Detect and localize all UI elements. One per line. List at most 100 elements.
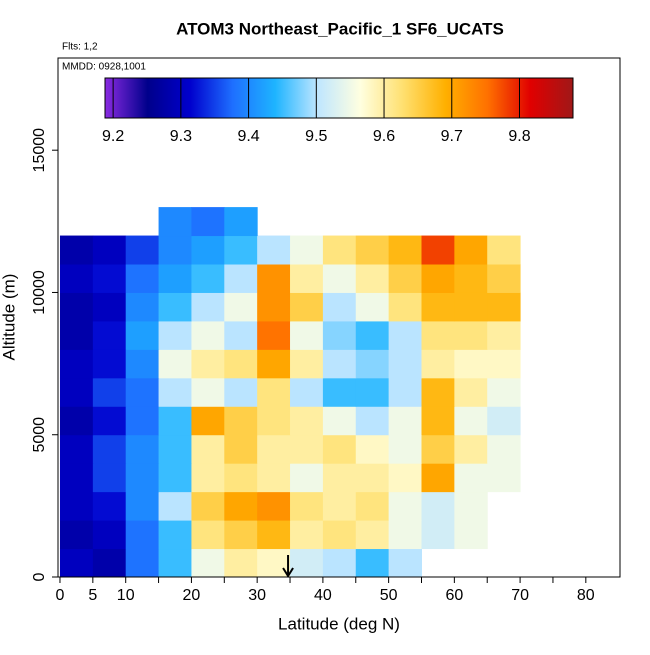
heatmap-cell [224, 264, 258, 293]
heatmap-cell [487, 235, 521, 265]
colorbar [104, 77, 574, 119]
heatmap-cell [421, 434, 455, 464]
heatmap-cell [224, 434, 258, 464]
heatmap-cell [322, 235, 357, 265]
heatmap-cell [125, 235, 160, 265]
heatmap-cell [92, 320, 127, 350]
heatmap-cell [224, 320, 258, 350]
heatmap-cell [92, 548, 127, 578]
heatmap-cell [224, 235, 258, 265]
heatmap-cell [290, 406, 324, 436]
heatmap-cell [454, 320, 488, 350]
heatmap-cell [454, 292, 488, 322]
heatmap-cell [158, 320, 192, 350]
heatmap-cell [191, 292, 225, 322]
heatmap-cell [158, 463, 192, 493]
heatmap-cell [59, 491, 94, 521]
heatmap-cell [92, 349, 127, 379]
heatmap-cell [59, 292, 94, 322]
colorbar-tick-label: 9.3 [170, 128, 192, 145]
heatmap-cell [421, 320, 455, 350]
heatmap-cell [125, 349, 160, 379]
heatmap-cell [388, 264, 422, 293]
heatmap-cell [257, 406, 291, 436]
heatmap-cell [487, 463, 521, 493]
heatmap-cell [125, 520, 160, 550]
heatmap-cell [355, 463, 390, 493]
heatmap-cell [421, 264, 455, 293]
heatmap-cell [322, 406, 357, 436]
x-tick-label: 80 [577, 587, 595, 604]
heatmap-cell [355, 377, 390, 407]
x-tick-label: 30 [248, 587, 266, 604]
heatmap-cell [158, 548, 192, 578]
heatmap-cell [224, 377, 258, 407]
heatmap-cell [158, 406, 192, 436]
heatmap-cell [322, 264, 357, 293]
heatmap-cell [421, 349, 455, 379]
heatmap-cell [125, 377, 160, 407]
heatmap-cell [59, 548, 94, 578]
heatmap-cell [454, 463, 488, 493]
heatmap-cell [158, 349, 192, 379]
heatmap-cell [125, 264, 160, 293]
heatmap-cell [92, 520, 127, 550]
heatmap-cell [388, 292, 422, 322]
heatmap-cell [322, 320, 357, 350]
heatmap-cell [355, 406, 390, 436]
heatmap-cell [487, 349, 521, 379]
heatmap-cell [191, 463, 225, 493]
heatmap-cell [125, 320, 160, 350]
heatmap-cell [59, 235, 94, 265]
heatmap-cell [125, 548, 160, 578]
heatmap-cell [454, 434, 488, 464]
plot-frame [57, 57, 621, 578]
heatmap-cell [388, 520, 422, 550]
heatmap-cell [257, 292, 291, 322]
heatmap-cell [158, 292, 192, 322]
heatmap-cell [257, 235, 291, 265]
heatmap-cell [158, 207, 192, 237]
heatmap-cell [257, 377, 291, 407]
heatmap-cell [158, 377, 192, 407]
heatmap-cell [257, 520, 291, 550]
heatmap-cell [191, 434, 225, 464]
heatmap-cell [191, 264, 225, 293]
x-tick-label: 10 [117, 587, 135, 604]
colorbar-tick-label: 9.4 [237, 128, 259, 145]
heatmap-cell [388, 349, 422, 379]
heatmap-cell [487, 406, 521, 436]
heatmap-cell [158, 491, 192, 521]
x-tick-label: 70 [511, 587, 529, 604]
x-tick-label: 5 [88, 587, 97, 604]
colorbar-tick-label: 9.8 [508, 128, 530, 145]
heatmap-cell [92, 235, 127, 265]
heatmap-cell [388, 377, 422, 407]
heatmap-cell [487, 377, 521, 407]
heatmap-cell [388, 320, 422, 350]
y-tick-label: 15000 [31, 128, 48, 173]
heatmap-cell [158, 264, 192, 293]
heatmap-cell [59, 434, 94, 464]
colorbar-tick-label: 9.5 [305, 128, 327, 145]
heatmap-cell [158, 434, 192, 464]
heatmap-cell [388, 434, 422, 464]
x-tick-label: 0 [56, 587, 65, 604]
heatmap-cell [355, 548, 390, 578]
heatmap-cell [224, 406, 258, 436]
heatmap-cell [388, 491, 422, 521]
colorbar-tick-label: 9.6 [373, 128, 395, 145]
heatmap-cell [92, 406, 127, 436]
heatmap-cell [290, 264, 324, 293]
heatmap-cell [322, 434, 357, 464]
heatmap-cell [92, 434, 127, 464]
heatmap-cell [487, 264, 521, 293]
heatmap-cell [191, 377, 225, 407]
heatmap-cell [290, 349, 324, 379]
heatmap-cell [59, 406, 94, 436]
heatmap-cell [322, 548, 357, 578]
heatmap-cell [421, 292, 455, 322]
heatmap-cell [92, 463, 127, 493]
heatmap-cell [290, 548, 324, 578]
y-tick-label: 0 [31, 572, 48, 581]
